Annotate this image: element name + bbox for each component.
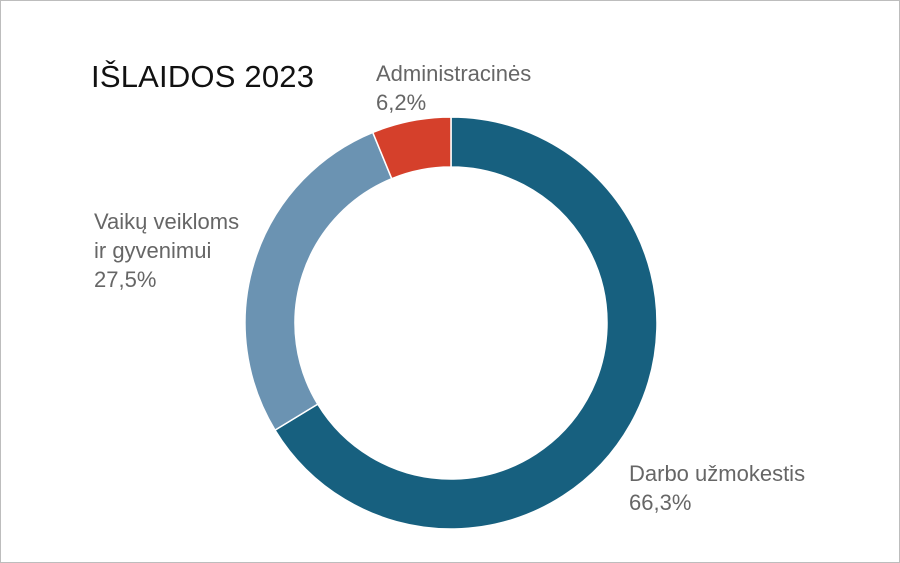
slice-label-vaiku-veikloms: Vaikų veikloms ir gyvenimui 27,5% — [94, 207, 239, 294]
slice-label-name: Darbo užmokestis — [629, 461, 806, 486]
slice-label-value: 66,3% — [629, 490, 692, 515]
donut-slice-1 — [244, 131, 393, 432]
slice-label-name: Administracinės — [376, 61, 532, 86]
donut-slice-0 — [273, 116, 658, 530]
slice-label-name-line1: Vaikų veikloms — [94, 209, 240, 234]
slice-label-value: 6,2% — [376, 90, 427, 115]
slice-label-darbo-uzmokestis: Darbo užmokestis 66,3% — [629, 459, 805, 517]
chart-title: IŠLAIDOS 2023 — [91, 59, 315, 94]
donut-slice-2 — [371, 116, 452, 180]
slice-label-name-line2: ir gyvenimui — [94, 238, 212, 263]
slice-label-administracines: Administracinės 6,2% — [376, 59, 531, 117]
slice-label-value: 27,5% — [94, 267, 157, 292]
